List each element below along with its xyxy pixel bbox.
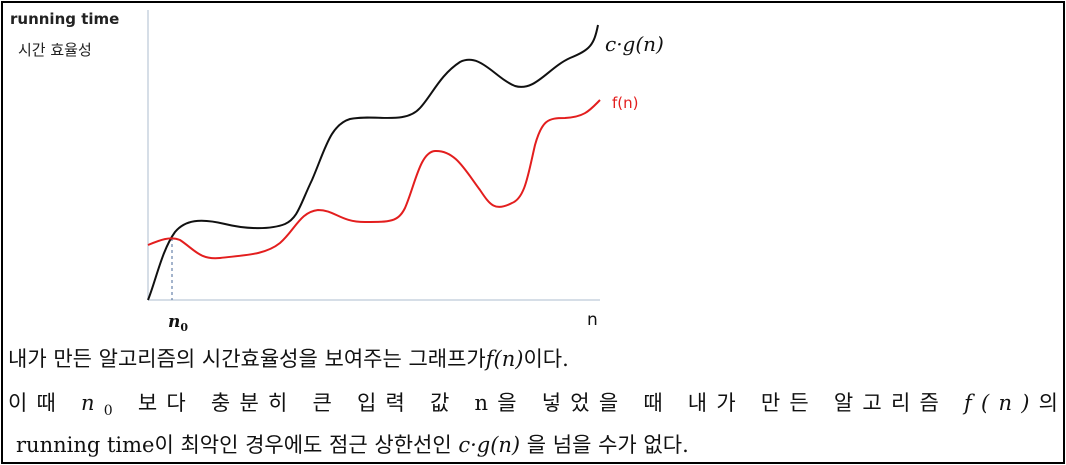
x-axis-label: n bbox=[587, 310, 598, 330]
threshold-base: n bbox=[168, 312, 180, 332]
paragraph-line: running time이 최악인 경우에도 점근 상한선인 c·g(n) 을 … bbox=[16, 433, 689, 457]
text: 내가 만든 알고리즘의 시간효율성을 보여주는 그래프가 bbox=[8, 347, 486, 371]
lower-curve bbox=[147, 99, 601, 260]
upper-curve-label: c·g(n) bbox=[605, 32, 664, 56]
threshold-label: n0 bbox=[168, 312, 188, 334]
text: 의 bbox=[1039, 391, 1058, 415]
upper-curve bbox=[147, 24, 599, 301]
y-axis-sublabel: 시간 효율성 bbox=[18, 41, 92, 59]
paragraph-line: 내가 만든 알고리즘의 시간효율성을 보여주는 그래프가f(n)이다. bbox=[8, 347, 569, 371]
text: 을 넘을 수가 없다. bbox=[520, 433, 689, 457]
threshold-sub: 0 bbox=[180, 321, 188, 334]
text: 이다. bbox=[523, 347, 568, 371]
lower-curve-label: f(n) bbox=[612, 94, 639, 112]
y-axis-label: running time bbox=[10, 10, 119, 28]
math: f(n) bbox=[484, 347, 524, 371]
math: n bbox=[81, 391, 95, 415]
math-sub: 0 bbox=[104, 403, 113, 419]
math: c·g(n) bbox=[458, 433, 520, 457]
text: running time이 최악인 경우에도 점근 상한선인 bbox=[16, 433, 458, 457]
